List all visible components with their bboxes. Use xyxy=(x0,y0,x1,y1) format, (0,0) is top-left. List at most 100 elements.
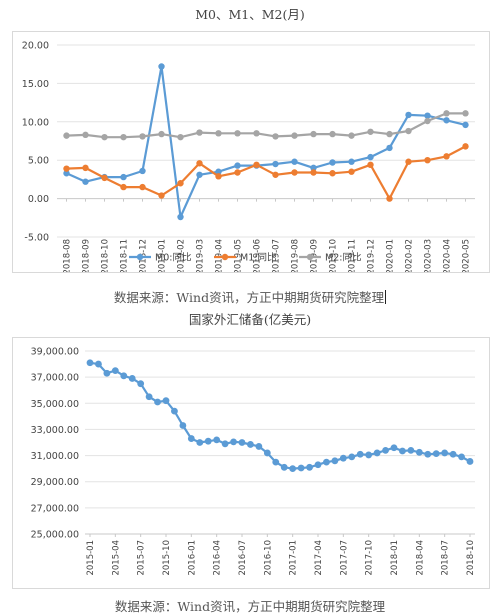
chart1-point xyxy=(158,192,165,199)
chart2-point xyxy=(458,453,465,461)
chart1-x-tick-label: 2020-05 xyxy=(462,239,472,272)
chart1-x-tick-label: 2019-12 xyxy=(367,239,377,272)
chart1-point xyxy=(196,171,203,178)
chart2-x-tick-label: 2017-01 xyxy=(289,540,299,576)
chart1-point xyxy=(139,183,146,191)
chart2-point xyxy=(230,438,237,446)
chart2-point xyxy=(441,449,449,457)
chart2-x-tick-label: 2018-07 xyxy=(441,540,451,576)
chart1-point xyxy=(462,110,469,117)
chart1-point xyxy=(63,132,70,139)
chart1-series-line-2 xyxy=(66,145,467,200)
chart2-point xyxy=(145,393,153,401)
chart1-x-tick-label: 2018-11 xyxy=(120,239,130,272)
chart2-point xyxy=(95,360,102,368)
chart1-point xyxy=(82,164,89,172)
chart1-point xyxy=(253,130,260,137)
chart1-point xyxy=(386,130,393,138)
chart2-point xyxy=(373,449,381,457)
chart1-point xyxy=(234,130,241,137)
chart1-point xyxy=(310,169,317,176)
chart2-x-tick-label: 2016-04 xyxy=(213,540,223,576)
chart1-point xyxy=(367,128,374,135)
chart2-point xyxy=(179,422,187,429)
chart1-series xyxy=(63,63,469,221)
chart1-x-tick-label: 2019-11 xyxy=(348,239,358,272)
chart2-point xyxy=(399,447,406,455)
chart1-point xyxy=(443,110,450,117)
chart1-point xyxy=(82,131,89,139)
chart1-point xyxy=(348,168,355,175)
chart1-point xyxy=(329,159,336,166)
chart2-x-tick-label: 2016-07 xyxy=(238,540,248,576)
chart1-svg: 20.00 15.00 10.00 5.00 0.00 -5.00 2018-08 2018… xyxy=(22,41,475,275)
chart1-x-tick-label: 2019-03 xyxy=(196,239,206,272)
chart2-y-tick-label: 39,000.00 xyxy=(31,347,79,358)
chart2-point xyxy=(306,463,313,471)
chart1-point xyxy=(405,158,412,165)
chart2-point xyxy=(323,458,330,466)
chart2-point xyxy=(331,457,339,465)
chart2-panel: 39,000.00 37,000.00 35,000.00 33,000.00 31,0… xyxy=(12,337,490,589)
chart1-point xyxy=(120,183,127,191)
chart2-source: 数据来源：Wind资讯，方正中期期货研究院整理 xyxy=(114,599,386,614)
chart1-x-tick-label: 2019-06 xyxy=(253,239,263,272)
chart1-x-tick-label: 2018-09 xyxy=(82,239,92,272)
chart1-point xyxy=(348,132,355,139)
chart2-point xyxy=(390,444,398,452)
chart1-point xyxy=(424,157,431,164)
chart2-x-tick-label: 2015-01 xyxy=(86,540,96,576)
chart1-y-tick-label: 0.00 xyxy=(28,194,49,205)
chart2-x-tick-label: 2015-07 xyxy=(137,540,147,576)
chart1-y-axis: 20.00 15.00 10.00 5.00 0.00 -5.00 xyxy=(22,41,49,244)
chart1-point xyxy=(424,112,431,119)
chart1-legend-label: M0:同比 xyxy=(155,252,191,264)
text-cursor xyxy=(385,290,387,304)
chart1-x-tick-label: 2019-01 xyxy=(158,239,168,272)
chart1-point xyxy=(177,133,184,141)
chart1-point xyxy=(462,143,469,150)
chart1-point xyxy=(158,130,165,138)
chart2-point xyxy=(137,380,145,388)
chart2-point xyxy=(221,440,229,448)
chart2-y-tick-label: 29,000.00 xyxy=(31,477,79,488)
chart1-series-line-1 xyxy=(66,65,466,219)
chart1-point xyxy=(310,130,317,138)
chart2-point xyxy=(297,464,305,472)
chart1-point xyxy=(386,195,393,202)
chart1-x-tick-label: 2019-02 xyxy=(177,239,187,272)
chart1-x-tick-label: 2019-10 xyxy=(329,239,339,272)
chart2-point xyxy=(289,465,297,473)
chart1-point xyxy=(120,133,127,141)
chart1-point xyxy=(310,164,317,172)
chart2-point xyxy=(432,450,440,458)
chart1-x-tick-label: 2020-01 xyxy=(386,239,396,272)
chart2-point xyxy=(111,367,119,375)
chart2-x-tick-label: 2018-10 xyxy=(466,540,476,576)
chart1-point xyxy=(443,117,450,124)
chart2-point xyxy=(382,446,389,454)
chart2-point xyxy=(171,407,178,415)
chart1-y-tick-label: 5.00 xyxy=(28,156,49,167)
chart1-point xyxy=(272,160,279,168)
chart1-point xyxy=(291,132,298,139)
chart1-y-tick-label: -5.00 xyxy=(24,233,49,244)
chart2-point xyxy=(196,439,204,446)
chart1-point xyxy=(177,213,184,221)
chart1-point xyxy=(234,169,241,176)
chart2-x-tick-label: 2017-04 xyxy=(314,540,324,576)
chart1-y-tick-label: 20.00 xyxy=(22,41,49,52)
chart2-point xyxy=(255,443,263,450)
chart1-point xyxy=(424,117,431,125)
chart2-point xyxy=(407,446,415,454)
chart1-point xyxy=(82,178,89,185)
chart2-series xyxy=(86,359,474,473)
chart1-point xyxy=(139,133,146,140)
chart2-point xyxy=(263,449,271,457)
chart1-point xyxy=(405,127,412,135)
chart2-point xyxy=(272,458,280,466)
chart1-point xyxy=(291,158,298,165)
chart1-point xyxy=(291,169,298,176)
chart1-point xyxy=(139,167,146,175)
chart2-point xyxy=(154,398,161,406)
